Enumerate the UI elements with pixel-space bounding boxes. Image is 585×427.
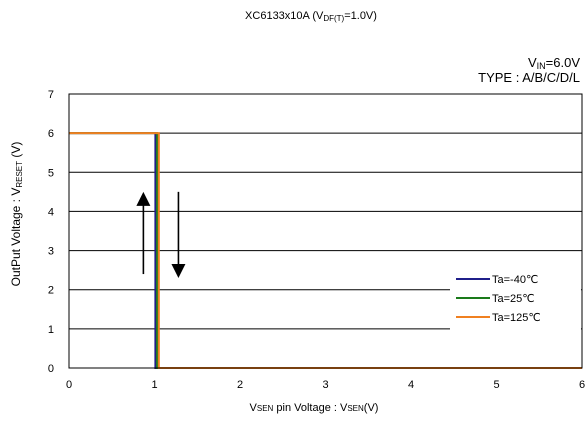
y-tick-label-3: 3 xyxy=(48,246,54,258)
chart-title: XC6133x10A (VDF(T)=1.0V) xyxy=(245,10,377,23)
x-tick-label-6: 6 xyxy=(579,379,585,391)
y-tick-label-4: 4 xyxy=(48,206,54,218)
x-tick-label-3: 3 xyxy=(322,379,328,391)
y-tick-labels: 0 1 2 3 4 5 6 7 xyxy=(48,89,54,375)
legend-box xyxy=(450,268,581,348)
y-tick-label-6: 6 xyxy=(48,128,54,140)
x-tick-label-0: 0 xyxy=(66,379,72,391)
type-label: TYPE : A/B/C/D/L xyxy=(478,70,580,85)
vin-condition: VIN=6.0V xyxy=(528,55,580,71)
y-tick-label-1: 1 xyxy=(48,324,54,336)
y-tick-label-7: 7 xyxy=(48,89,54,101)
x-tick-label-1: 1 xyxy=(151,379,157,391)
legend: Ta=-40℃ Ta=25℃ Ta=125℃ xyxy=(450,268,581,348)
arrow-head-1 xyxy=(171,263,186,278)
legend-label-1: Ta=25℃ xyxy=(492,293,535,305)
y-tick-label-2: 2 xyxy=(48,285,54,297)
y-axis-label: OutPut Voltage : VRESET (V) xyxy=(9,142,24,287)
x-tick-label-2: 2 xyxy=(237,379,243,391)
x-tick-label-4: 4 xyxy=(408,379,414,391)
y-tick-label-0: 0 xyxy=(48,363,54,375)
x-axis-label: VSEN pin Voltage : VSEN(V) xyxy=(250,402,379,414)
arrow-head-0 xyxy=(136,191,151,206)
hysteresis-arrows xyxy=(136,191,186,278)
x-tick-label-5: 5 xyxy=(493,379,499,391)
legend-label-0: Ta=-40℃ xyxy=(492,274,538,286)
legend-label-2: Ta=125℃ xyxy=(492,312,541,324)
x-tick-labels: 0 1 2 3 4 5 6 xyxy=(66,379,585,391)
y-tick-label-5: 5 xyxy=(48,167,54,179)
plot-frame xyxy=(68,93,583,369)
